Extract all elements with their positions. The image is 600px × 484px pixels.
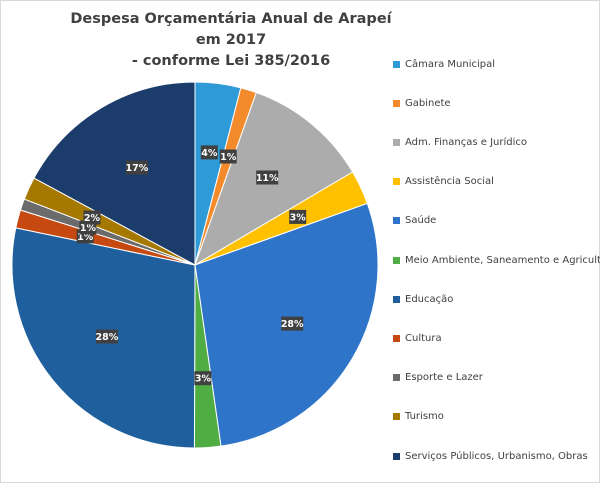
- data-label-turismo: 2%: [83, 210, 101, 225]
- data-label-saude: 28%: [281, 316, 304, 331]
- legend-label: Gabinete: [405, 97, 451, 109]
- legend-swatch: [393, 334, 400, 342]
- legend-item-camara-municipal[interactable]: Câmara Municipal: [393, 55, 495, 73]
- legend-label: Meio Ambiente, Saneamento e Agricultura: [405, 254, 600, 266]
- legend-item-esporte-e-lazer[interactable]: Esporte e Lazer: [393, 369, 483, 387]
- legend-swatch: [393, 256, 400, 264]
- pie-data-labels: 4% 1%11%3%28%3%28%1%1%2%17%: [76, 145, 307, 386]
- data-label-box: [200, 145, 218, 160]
- legend-swatch: [393, 295, 400, 303]
- legend-swatch: [393, 99, 400, 107]
- legend-item-saude[interactable]: Saúde: [393, 212, 436, 230]
- data-label-adm-financas-e-juridico: 11%: [256, 170, 279, 185]
- data-label-text: 3%: [195, 374, 212, 385]
- legend-item-meio-ambiente-saneamento-e-agricultura[interactable]: Meio Ambiente, Saneamento e Agricultura: [393, 251, 600, 269]
- chart-title: Despesa Orçamentária Anual de Arapeí em …: [61, 9, 401, 72]
- data-label-text: 1%: [77, 232, 94, 243]
- data-label-text: 2%: [84, 213, 101, 224]
- legend-item-gabinete[interactable]: Gabinete: [393, 94, 451, 112]
- legend-label: Assistência Social: [405, 176, 494, 188]
- data-label-text: 3%: [290, 212, 307, 223]
- data-label-gabinete: 1%: [219, 149, 237, 164]
- legend-swatch: [393, 178, 400, 186]
- legend-item-adm-financas-e-juridico[interactable]: Adm. Finanças e Jurídico: [393, 133, 527, 151]
- legend-item-assistencia-social[interactable]: Assistência Social: [393, 173, 494, 191]
- data-label-box: [95, 329, 118, 344]
- data-label-box: [281, 316, 304, 331]
- pie-slices: [11, 81, 379, 449]
- data-label-servicos-publicos-urbanismo-obras: 17%: [125, 160, 149, 175]
- legend-item-educacao[interactable]: Educação: [393, 290, 453, 308]
- data-label-text: 28%: [96, 332, 119, 343]
- chart-title-line-1: Despesa Orçamentária Anual de Arapeí em …: [70, 11, 392, 48]
- data-label-educacao: 28%: [95, 329, 119, 344]
- data-label-box: [83, 210, 101, 225]
- legend-swatch: [393, 217, 400, 225]
- legend-label: Câmara Municipal: [405, 58, 496, 70]
- data-label-text: 28%: [281, 319, 304, 330]
- legend-label: Educação: [405, 293, 454, 305]
- data-label-box: [194, 371, 212, 386]
- legend-label: Serviços Públicos, Urbanismo, Obras: [405, 450, 588, 462]
- legend-swatch: [393, 374, 400, 382]
- legend-item-turismo[interactable]: Turismo: [393, 408, 444, 426]
- legend-item-cultura[interactable]: Cultura: [393, 329, 442, 347]
- data-label-camara-municipal: 4%: [200, 145, 218, 160]
- legend-label: Esporte e Lazer: [405, 372, 483, 384]
- data-label-box: [219, 149, 237, 164]
- data-label-box: [125, 160, 148, 175]
- pie-slice-servicos-publicos-urbanismo-obras[interactable]: [33, 81, 196, 266]
- data-label-text: 11%: [256, 173, 279, 184]
- data-label-text: 17%: [126, 163, 149, 174]
- legend-swatch: [393, 413, 400, 421]
- legend-swatch: [393, 452, 400, 460]
- data-label-meio-ambiente-saneamento-e-agricultura: 3%: [194, 371, 212, 386]
- data-label-text: 1%: [220, 152, 237, 163]
- legend-label: Cultura: [405, 332, 442, 344]
- chart-title-line-2: - conforme Lei 385/2016: [131, 53, 331, 69]
- legend-label: Turismo: [405, 411, 444, 423]
- data-label-text: 1%: [80, 223, 97, 234]
- legend-label: Saúde: [405, 215, 437, 227]
- data-label-box: [256, 170, 279, 185]
- legend-item-servicos-publicos-urbanismo-obras[interactable]: Serviços Públicos, Urbanismo, Obras: [393, 447, 588, 465]
- legend-swatch: [393, 138, 400, 146]
- data-label-box: [289, 209, 307, 224]
- legend-label: Adm. Finanças e Jurídico: [405, 136, 527, 148]
- legend-swatch: [393, 60, 400, 68]
- data-label-text: 4%: [201, 148, 218, 159]
- data-label-assistencia-social: 3%: [289, 209, 307, 224]
